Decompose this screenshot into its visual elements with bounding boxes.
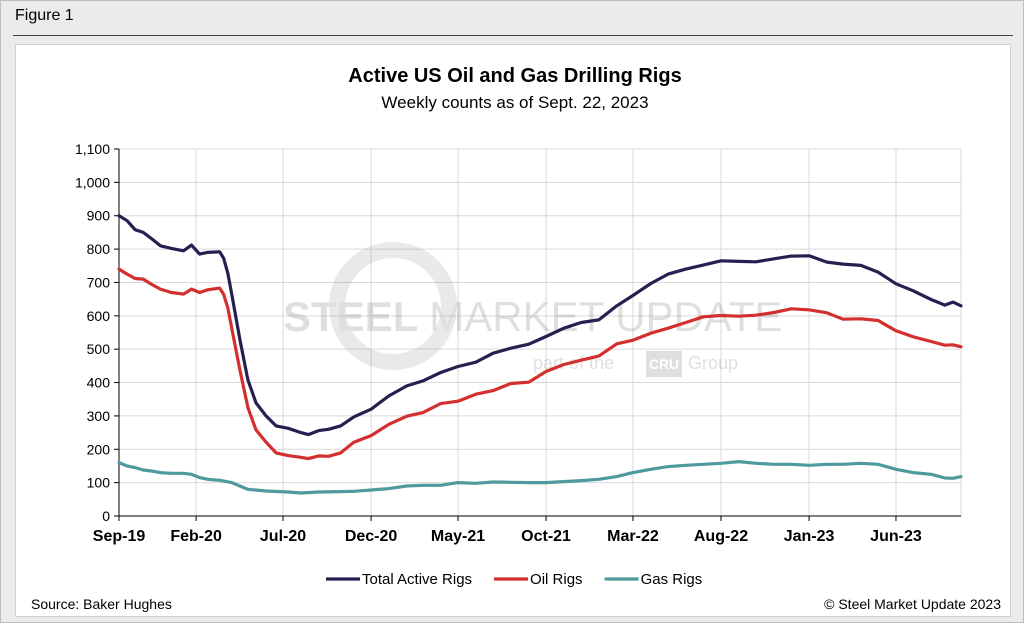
watermark-sub-logo-box [646,351,682,377]
x-tick-label: Feb-20 [170,528,222,545]
x-tick-label: Jan-23 [784,528,835,545]
y-tick-label: 700 [87,274,111,290]
series-line-gas-rigs [117,460,963,495]
x-tick-label: Sep-19 [93,528,146,545]
x-tick-label: Aug-22 [694,528,748,545]
x-tick-label: Oct-21 [521,528,571,545]
series-line-oil-rigs [117,267,963,461]
figure-label: Figure 1 [15,7,74,24]
y-tick-label: 500 [87,341,111,357]
x-tick-label: Dec-20 [345,528,398,545]
watermark-sub-logo: CRU [649,356,679,372]
x-tick-label: Mar-22 [607,528,659,545]
series-line-total-active-rigs [117,214,963,437]
copyright-note: © Steel Market Update 2023 [824,596,1001,612]
x-tick-label: May-21 [431,528,485,545]
watermark-brand: STEEL MARKET UPDATE [283,293,782,340]
legend-label: Oil Rigs [530,571,583,588]
y-tick-label: 1,100 [75,141,110,157]
y-tick-label: 600 [87,308,111,324]
watermark-logo-ring [329,242,457,370]
y-tick-label: 900 [87,208,111,224]
source-note: Source: Baker Hughes [31,596,172,612]
figure-rule [13,35,1013,36]
y-tick-label: 800 [87,241,111,257]
y-tick-label: 1,000 [75,174,110,190]
y-tick-label: 0 [102,508,110,524]
y-tick-label: 200 [87,441,111,457]
legend-label: Total Active Rigs [362,571,472,588]
x-tick-label: Jul-20 [260,528,306,545]
y-tick-label: 300 [87,408,111,424]
y-tick-label: 100 [87,475,111,491]
legend: Total Active Rigs Oil Rigs Gas Rigs [326,571,702,588]
legend-label: Gas Rigs [641,571,703,588]
x-tick-label: Jun-23 [870,528,922,545]
chart-title: Active US Oil and Gas Drilling Rigs [348,65,681,87]
y-tick-label: 400 [87,375,111,391]
chart-subtitle: Weekly counts as of Sept. 22, 2023 [381,93,648,112]
watermark-sub-post: Group [688,353,738,373]
chart-panel [15,44,1011,617]
gridlines [119,148,962,517]
